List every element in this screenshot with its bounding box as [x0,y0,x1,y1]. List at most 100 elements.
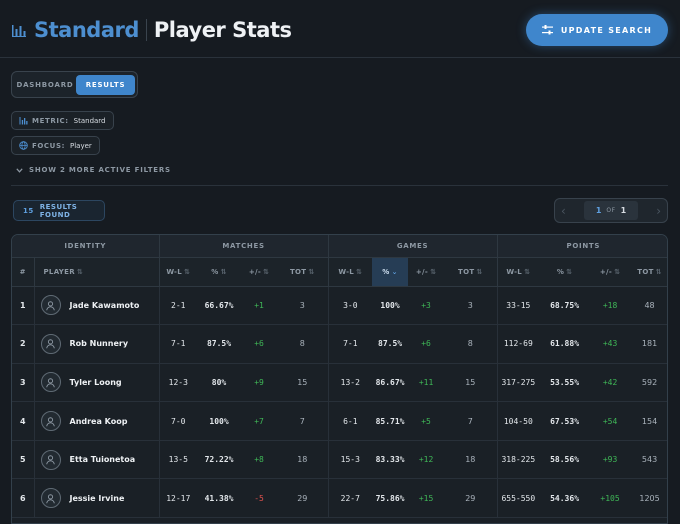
m-wl: 7-0 [158,401,198,441]
col-points-pct[interactable]: % ⇅ [539,257,591,287]
m-plus-minus: +9 [241,363,278,403]
col-matches-tot[interactable]: TOT ⇅ [277,257,329,287]
m-total: 8 [277,324,329,364]
player-cell[interactable]: Andrea Koop [33,401,160,441]
show-more-filters-button[interactable]: SHOW 2 MORE ACTIVE FILTERS [16,166,171,174]
sort-icon: ⇅ [356,267,363,276]
table-row[interactable]: 4 Andrea Koop 7-0 100% +7 7 6-1 85.71% +5 7 104-50… [12,401,667,441]
results-count-badge: 15 RESULTS FOUND [13,200,105,221]
player-name[interactable]: Andrea Koop [69,416,128,426]
prev-page-icon[interactable]: ‹ [561,203,566,218]
g-total: 18 [444,440,498,480]
stats-table: IDENTITY MATCHES GAMES POINTS # PLAYER ⇅ … [11,234,668,524]
bar-chart-icon [12,25,26,37]
col-matches-pct[interactable]: % ⇅ [197,257,242,287]
table-row[interactable]: 1 Jade Kawamoto 2-1 66.67% +1 3 3-0 100% +3 3 33-1… [12,286,667,326]
metric-filter-key: METRIC: [32,116,69,125]
p-total: 543 [630,440,667,480]
sort-icon: ⇅ [655,267,662,276]
table-row[interactable]: 2 Rob Nunnery 7-1 87.5% +6 8 7-1 87.5% +6 8 112-69… [12,324,667,364]
metric-filter-chip[interactable]: METRIC: Standard [11,111,114,130]
row-index: 2 [12,324,34,364]
player-cell[interactable]: Rob Nunnery [33,324,160,364]
p-wl: 317-275 [496,363,540,403]
m-total: 3 [277,286,329,326]
p-wl: 33-15 [496,286,540,326]
g-pct: 75.86% [372,478,409,519]
m-wl: 12-3 [158,363,198,403]
col-matches-pm[interactable]: +/- ⇅ [241,257,278,287]
p-pct: 58.56% [539,440,591,480]
focus-filter-chip[interactable]: FOCUS: Player [11,136,100,155]
player-name[interactable]: Rob Nunnery [69,339,129,349]
total-pages: 1 [620,206,627,215]
player-cell[interactable]: Jessie Irvine [33,478,160,519]
p-wl: 104-50 [496,401,540,441]
avatar-icon [40,295,61,316]
table-body: 1 Jade Kawamoto 2-1 66.67% +1 3 3-0 100% +3 3 33-1… [12,286,667,519]
sort-icon: ⇅ [476,267,483,276]
sort-icon: ⇅ [524,267,531,276]
focus-filter-value: Player [70,141,92,150]
g-wl: 13-2 [327,363,373,403]
m-pct: 41.38% [197,478,242,519]
tab-results[interactable]: RESULTS [76,74,135,95]
avatar-icon [40,488,61,509]
m-wl: 12-17 [158,478,198,519]
col-points-wl[interactable]: W-L ⇅ [496,257,540,287]
g-pct: 86.67% [372,363,409,403]
update-search-button[interactable]: UPDATE SEARCH [526,14,668,46]
m-total: 18 [277,440,329,480]
row-index: 5 [12,440,34,480]
table-row[interactable]: 6 Jessie Irvine 12-17 41.38% -5 29 22-7 75.86% +… [12,478,667,519]
tab-dashboard[interactable]: DASHBOARD [16,80,74,89]
col-points-tot[interactable]: TOT ⇅ [630,257,667,287]
group-points: POINTS [497,235,667,258]
sort-icon: ⇅ [430,267,437,276]
col-games-wl[interactable]: W-L ⇅ [327,257,373,287]
next-page-icon[interactable]: › [656,203,661,218]
player-name[interactable]: Jade Kawamoto [69,300,140,310]
row-index: 6 [12,478,34,519]
m-total: 7 [277,401,329,441]
globe-icon [19,141,28,150]
player-cell[interactable]: Jade Kawamoto [33,286,160,326]
p-wl: 112-69 [496,324,540,364]
group-games: GAMES [328,235,498,258]
g-wl: 15-3 [327,440,373,480]
col-games-pct[interactable]: % ⌄ [372,257,409,287]
table-row[interactable]: 3 Tyler Loong 12-3 80% +9 15 13-2 86.67% +11 15 31… [12,363,667,403]
player-name[interactable]: Tyler Loong [69,377,122,387]
m-plus-minus: +7 [241,401,278,441]
title-separator [145,19,147,41]
player-name[interactable]: Etta Tuionetoa [69,455,136,465]
sliders-icon [541,25,553,35]
g-plus-minus: +12 [408,440,445,480]
col-games-pm[interactable]: +/- ⇅ [408,257,445,287]
col-games-tot[interactable]: TOT ⇅ [444,257,498,287]
col-points-pm[interactable]: +/- ⇅ [590,257,631,287]
player-cell[interactable]: Tyler Loong [33,363,160,403]
m-pct: 100% [197,401,242,441]
sort-icon: ⇅ [76,267,84,276]
g-pct: 83.33% [372,440,409,480]
p-total: 181 [630,324,667,364]
group-identity: IDENTITY [12,235,160,258]
g-plus-minus: +6 [408,324,445,364]
m-wl: 7-1 [158,324,198,364]
table-row[interactable]: 5 Etta Tuionetoa 13-5 72.22% +8 18 15-3 83.33% +… [12,440,667,480]
sort-icon: ⇅ [184,267,191,276]
results-count: 15 [23,206,34,215]
p-pct: 54.36% [539,478,591,519]
player-name[interactable]: Jessie Irvine [69,493,125,503]
avatar-icon [40,449,61,470]
p-plus-minus: +105 [590,478,631,519]
m-plus-minus: +6 [241,324,278,364]
p-total: 48 [630,286,667,326]
col-matches-wl[interactable]: W-L ⇅ [158,257,198,287]
sort-icon: ⇅ [220,267,227,276]
player-cell[interactable]: Etta Tuionetoa [33,440,160,480]
col-player[interactable]: PLAYER ⇅ [33,257,160,287]
p-plus-minus: +93 [590,440,631,480]
current-page: 1 [595,206,602,215]
